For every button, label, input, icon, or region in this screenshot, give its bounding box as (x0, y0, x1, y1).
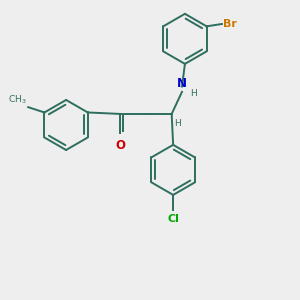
Text: H: H (190, 89, 197, 98)
Text: O: O (115, 139, 125, 152)
Text: CH$_3$: CH$_3$ (8, 94, 27, 106)
Text: N: N (177, 77, 187, 90)
Text: Br: Br (223, 19, 237, 29)
Text: H: H (175, 119, 182, 128)
Text: Cl: Cl (167, 214, 179, 224)
